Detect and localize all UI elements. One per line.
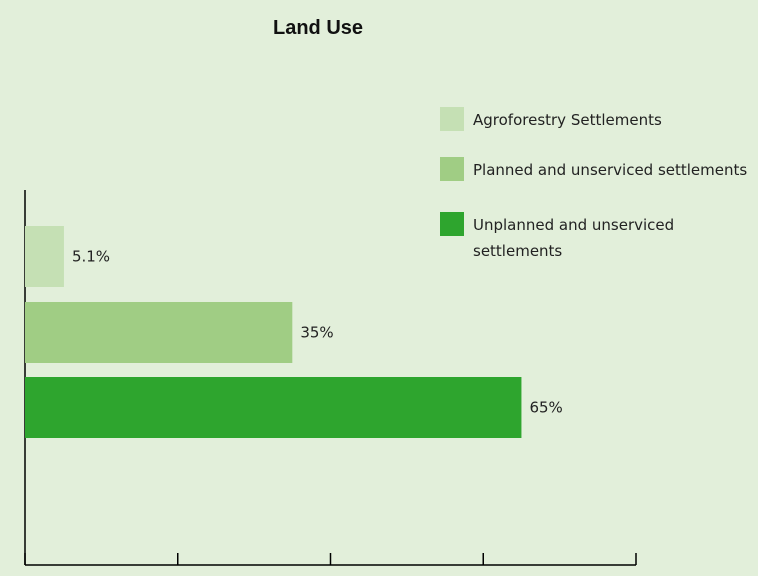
- chart-title: Land Use: [273, 17, 363, 39]
- legend-swatch: [440, 107, 464, 131]
- bars: 5.1% 35% 65%: [25, 226, 563, 438]
- legend-label: Unplanned and unserviced: [473, 216, 674, 234]
- bar-value-label: 65%: [529, 399, 562, 417]
- bar: [25, 377, 522, 438]
- bar-value-label: 5.1%: [72, 248, 110, 266]
- legend: Agroforestry Settlements Planned and unse…: [440, 107, 747, 260]
- bar: [25, 226, 64, 287]
- legend-swatch: [440, 157, 464, 181]
- legend-label: Planned and unserviced settlements: [473, 161, 747, 179]
- bar: [25, 302, 293, 363]
- x-axis-ticks: 0%20%40%60%80%: [24, 553, 637, 565]
- legend-label: Agroforestry Settlements: [473, 111, 662, 129]
- legend-label: settlements: [473, 242, 562, 260]
- bar-value-label: 35%: [300, 324, 333, 342]
- legend-swatch: [440, 212, 464, 236]
